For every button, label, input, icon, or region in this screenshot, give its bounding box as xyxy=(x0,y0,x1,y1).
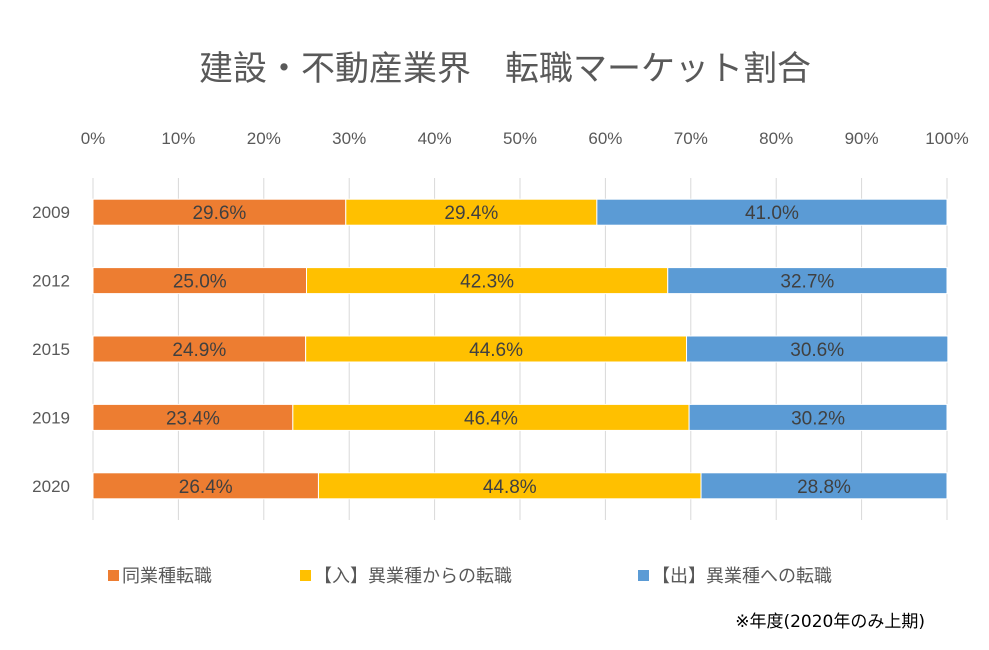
x-tick-label: 60% xyxy=(588,129,622,148)
legend-swatch xyxy=(638,570,649,581)
data-label: 29.4% xyxy=(444,203,498,224)
legend-swatch xyxy=(300,570,311,581)
chart-title: 建設・不動産業界 転職マーケット割合 xyxy=(199,49,811,89)
x-tick-label: 30% xyxy=(332,129,366,148)
bar-segment xyxy=(345,198,598,226)
y-category-label: 2020 xyxy=(32,477,70,496)
x-tick-label: 10% xyxy=(161,129,195,148)
y-category-label: 2015 xyxy=(32,340,70,359)
x-tick-label: 100% xyxy=(925,129,968,148)
data-label: 32.7% xyxy=(780,272,834,293)
legend-swatch xyxy=(108,570,119,581)
data-label: 44.8% xyxy=(483,477,537,498)
footnote: ※年度(2020年のみ上期) xyxy=(735,612,925,632)
data-label: 46.4% xyxy=(464,408,518,429)
legend-label: 同業種転職 xyxy=(122,566,212,587)
data-label: 28.8% xyxy=(797,477,851,498)
bar-segment xyxy=(317,472,702,500)
bar-segment xyxy=(92,403,294,431)
bars: 29.6% 29.4% 41.0% 25.0% 42.3% 32.7% 24.9% 44.6%… xyxy=(92,198,949,500)
x-tick-label: 0% xyxy=(81,129,106,148)
legend-label: 【出】異業種への転職 xyxy=(652,566,832,587)
data-label: 26.4% xyxy=(179,477,233,498)
bar-segment xyxy=(305,335,688,363)
data-label: 41.0% xyxy=(745,203,799,224)
bar-segment xyxy=(92,198,347,226)
bar-segment xyxy=(306,267,669,295)
y-category-label: 2012 xyxy=(32,272,70,291)
data-label: 25.0% xyxy=(173,272,227,293)
bar-segment xyxy=(667,267,948,295)
data-label: 30.6% xyxy=(790,340,844,361)
bar-segment xyxy=(688,403,948,431)
x-tick-label: 40% xyxy=(418,129,452,148)
y-category-label: 2019 xyxy=(32,408,70,427)
y-axis-categories: 2009 2012 2015 2019 2020 xyxy=(32,203,70,496)
x-tick-label: 50% xyxy=(503,129,537,148)
data-label: 24.9% xyxy=(172,340,226,361)
data-label: 30.2% xyxy=(791,408,845,429)
y-category-label: 2009 xyxy=(32,203,70,222)
legend: 同業種転職 【入】異業種からの転職 【出】異業種への転職 xyxy=(108,566,832,587)
x-tick-label: 80% xyxy=(759,129,793,148)
x-tick-label: 70% xyxy=(674,129,708,148)
data-label: 29.6% xyxy=(192,203,246,224)
data-label: 42.3% xyxy=(460,272,514,293)
bar-segment xyxy=(686,335,949,363)
x-axis-ticks: 0% 10% 20% 30% 40% 50% 60% 70% 80% 90% 100% xyxy=(81,129,969,148)
legend-label: 【入】異業種からの転職 xyxy=(314,566,512,587)
x-tick-label: 20% xyxy=(247,129,281,148)
data-label: 44.6% xyxy=(469,340,523,361)
bar-segment xyxy=(700,472,948,500)
bar-segment xyxy=(596,198,948,226)
data-label: 23.4% xyxy=(166,408,220,429)
bar-segment xyxy=(92,472,319,500)
x-tick-label: 90% xyxy=(845,129,879,148)
